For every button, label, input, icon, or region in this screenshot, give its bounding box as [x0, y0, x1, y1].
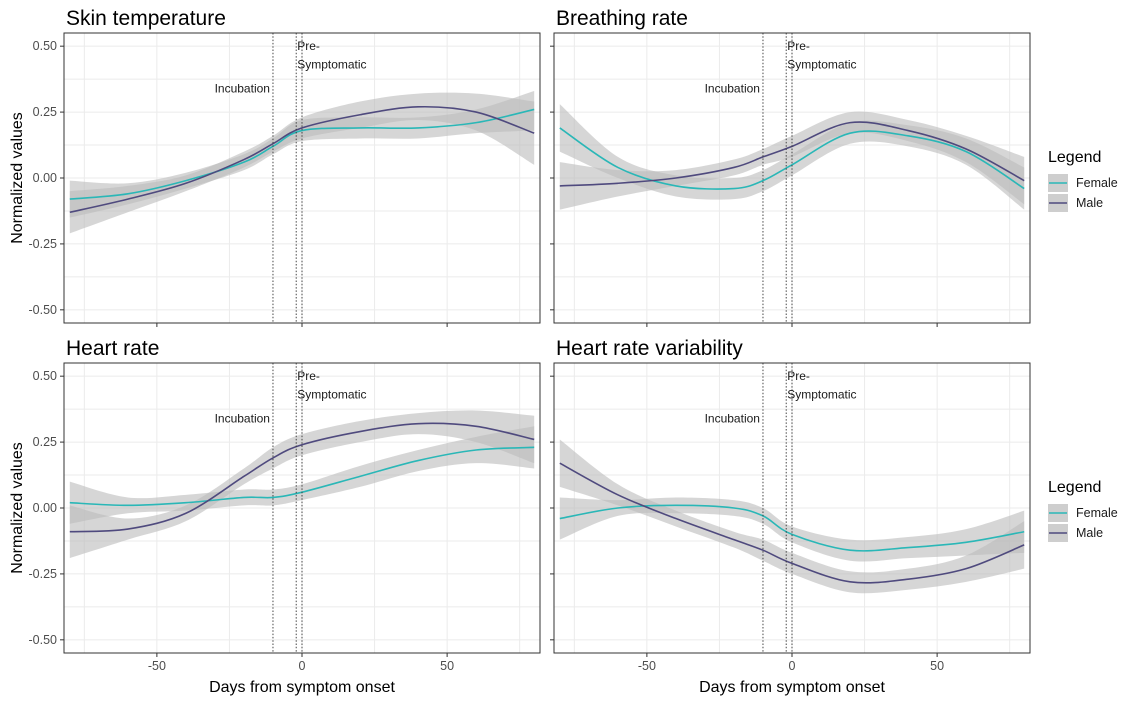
annotation-incubation: Incubation	[705, 81, 760, 95]
x-tick-label: 0	[299, 659, 306, 673]
annotation-incubation: Incubation	[215, 411, 270, 425]
annotation-symptomatic: Symptomatic	[297, 388, 366, 402]
series-line-male	[69, 105, 535, 214]
y-axis-title: Normalized values	[9, 442, 26, 574]
annotation-symptomatic: Symptomatic	[297, 58, 366, 72]
legend-label-female: Female	[1076, 506, 1118, 520]
series-line-male	[559, 121, 1025, 187]
y-tick-label: -0.25	[29, 567, 58, 581]
panel-1: Incubation Pre- Symptomatic Skin temperatur…	[9, 7, 541, 327]
annotation-pre: Pre-	[297, 39, 320, 53]
confidence-band-female	[69, 426, 535, 524]
y-tick-label: 0.50	[33, 369, 57, 383]
panel-2: Incubation Pre- Symptomatic Breathing rate	[550, 7, 1031, 327]
annotation-pre: Pre-	[297, 369, 320, 383]
legend-1: Legend Female Male	[1048, 149, 1118, 212]
confidence-band-female	[559, 497, 1025, 562]
series-line-female	[69, 108, 535, 200]
series-line-female	[559, 504, 1025, 552]
legend-label-male: Male	[1076, 196, 1103, 210]
confidence-band-male	[69, 92, 535, 234]
panel-4: Incubation Pre- Symptomatic Heart rate vari…	[550, 337, 1031, 696]
panel-title: Heart rate variability	[556, 337, 743, 360]
annotation-symptomatic: Symptomatic	[787, 388, 856, 402]
legend-2: Legend Female Male	[1048, 479, 1118, 542]
annotation-incubation: Incubation	[705, 411, 760, 425]
y-axis-title: Normalized values	[9, 112, 26, 244]
y-tick-label: 0.50	[33, 39, 57, 53]
series-line-female	[69, 446, 535, 507]
panel-title: Skin temperature	[66, 7, 226, 30]
series-line-male	[69, 422, 535, 533]
legend-title: Legend	[1048, 479, 1101, 496]
annotation-pre: Pre-	[787, 369, 810, 383]
y-tick-label: -0.50	[29, 633, 58, 647]
legend-label-male: Male	[1076, 526, 1103, 540]
y-tick-label: 0.00	[33, 171, 57, 185]
panel-3: Incubation Pre- Symptomatic Heart rate -0.50…	[9, 337, 541, 696]
annotation-incubation: Incubation	[215, 81, 270, 95]
y-tick-label: -0.25	[29, 237, 58, 251]
y-tick-label: 0.25	[33, 105, 57, 119]
legend-title: Legend	[1048, 149, 1101, 166]
x-tick-label: -50	[148, 659, 166, 673]
legend-label-female: Female	[1076, 176, 1118, 190]
x-tick-label: -50	[638, 659, 656, 673]
x-axis-title: Days from symptom onset	[699, 679, 885, 696]
annotation-symptomatic: Symptomatic	[787, 58, 856, 72]
y-tick-label: 0.25	[33, 435, 57, 449]
panel-title: Heart rate	[66, 337, 159, 360]
panel-title: Breathing rate	[556, 7, 688, 30]
y-tick-label: -0.50	[29, 303, 58, 317]
x-axis-title: Days from symptom onset	[209, 679, 395, 696]
series-line-male	[559, 462, 1025, 584]
x-tick-label: 50	[440, 659, 454, 673]
x-tick-label: 50	[930, 659, 944, 673]
annotation-pre: Pre-	[787, 39, 810, 53]
x-tick-label: 0	[789, 659, 796, 673]
confidence-band-male	[69, 410, 535, 559]
series-line-female	[559, 127, 1025, 190]
y-tick-label: 0.00	[33, 501, 57, 515]
